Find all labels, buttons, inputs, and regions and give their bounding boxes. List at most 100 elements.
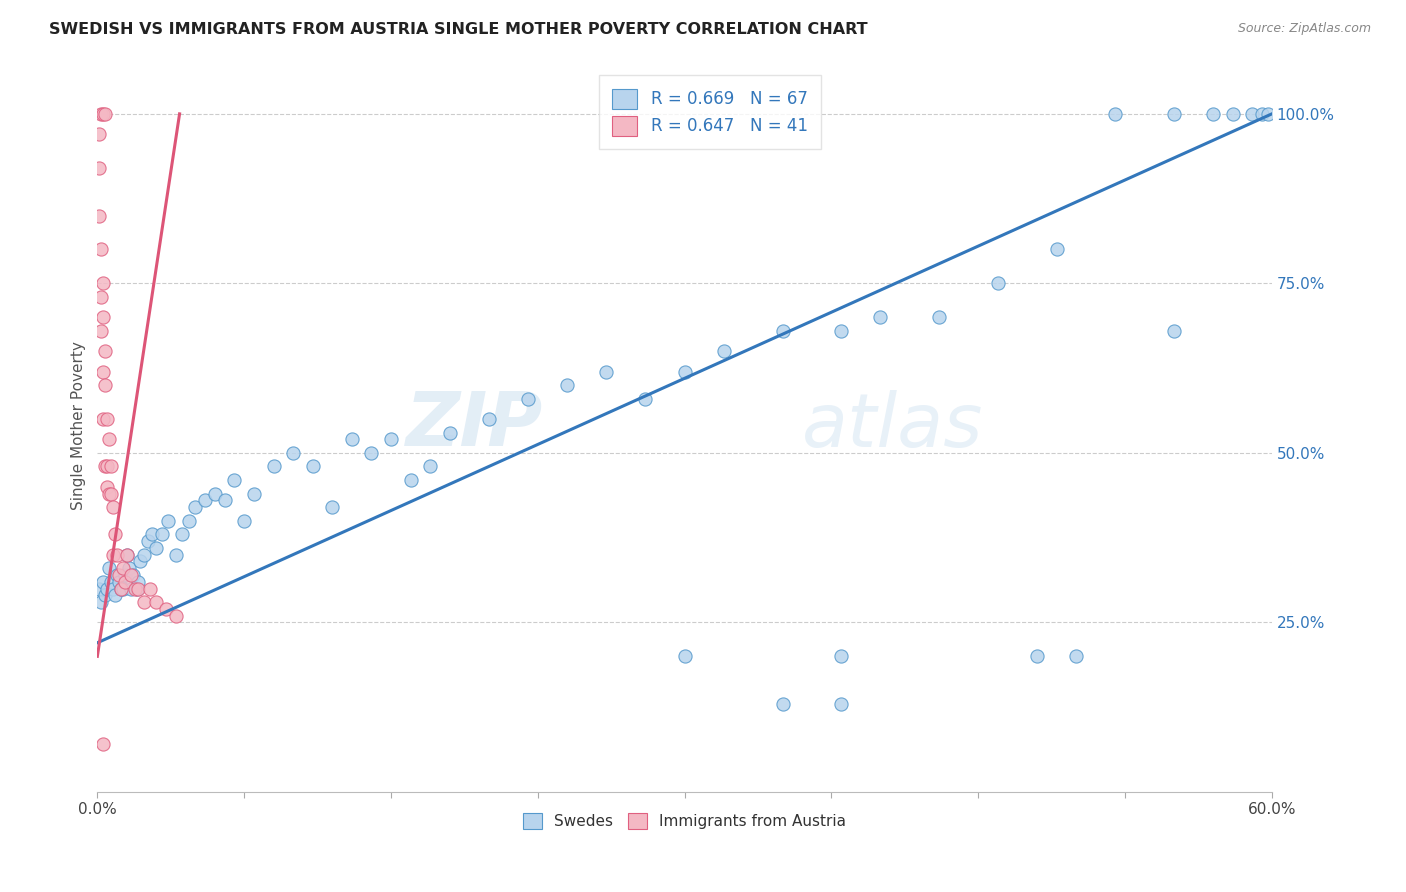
Point (673, 649, 696, 664)
Point (869, 310, 891, 325)
Point (100, 486, 122, 500)
Point (165, 608, 187, 623)
Point (108, 568, 131, 582)
Point (100, 459, 122, 474)
Point (98, 486, 121, 500)
Point (1163, 324, 1185, 338)
Point (104, 588, 127, 602)
Point (1026, 649, 1049, 664)
Point (90, 324, 112, 338)
Point (91, 310, 114, 325)
Point (115, 548, 138, 562)
Point (101, 548, 124, 562)
Point (184, 500, 207, 515)
Point (1104, 107, 1126, 121)
Point (281, 446, 304, 460)
Point (301, 459, 323, 474)
Point (129, 554, 152, 568)
Point (98, 561, 121, 575)
Point (94, 344, 117, 359)
Legend: Swedes, Immigrants from Austria: Swedes, Immigrants from Austria (517, 807, 852, 836)
Point (1241, 107, 1264, 121)
Text: atlas: atlas (801, 390, 983, 462)
Point (111, 582, 134, 596)
Point (830, 697, 852, 711)
Point (101, 500, 124, 515)
Point (127, 582, 149, 596)
Point (224, 473, 246, 487)
Point (134, 595, 156, 609)
Point (155, 602, 177, 616)
Point (136, 534, 159, 549)
Point (517, 392, 540, 406)
Point (124, 582, 146, 596)
Point (713, 344, 735, 359)
Point (121, 568, 143, 582)
Point (89, 127, 111, 141)
Point (91, 107, 114, 121)
Point (1202, 107, 1225, 121)
Point (478, 412, 501, 426)
Point (340, 433, 363, 447)
Point (125, 582, 148, 596)
Point (555, 378, 578, 392)
Point (1045, 243, 1067, 257)
Point (96, 582, 118, 596)
Point (104, 527, 127, 541)
Point (91, 738, 114, 752)
Point (114, 568, 136, 582)
Point (94, 459, 117, 474)
Point (360, 446, 382, 460)
Point (380, 433, 402, 447)
Point (90, 290, 112, 304)
Point (321, 500, 343, 515)
Point (89, 582, 111, 596)
Point (90, 243, 112, 257)
Point (634, 392, 657, 406)
Point (100, 574, 122, 589)
Point (89, 161, 111, 175)
Point (263, 459, 285, 474)
Point (194, 493, 217, 508)
Point (114, 574, 136, 589)
Text: Source: ZipAtlas.com: Source: ZipAtlas.com (1237, 22, 1371, 36)
Point (134, 548, 156, 562)
Point (101, 582, 124, 596)
Point (91, 574, 114, 589)
Point (772, 697, 794, 711)
Point (243, 486, 266, 500)
Point (214, 493, 236, 508)
Point (595, 365, 617, 379)
Point (987, 277, 1010, 291)
Point (145, 595, 167, 609)
Point (115, 548, 138, 562)
Point (145, 541, 167, 555)
Point (1222, 107, 1244, 121)
Point (830, 649, 852, 664)
Point (105, 548, 128, 562)
Point (1257, 107, 1279, 121)
Point (91, 412, 114, 426)
Point (419, 459, 441, 474)
Text: SWEDISH VS IMMIGRANTS FROM AUSTRIA SINGLE MOTHER POVERTY CORRELATION CHART: SWEDISH VS IMMIGRANTS FROM AUSTRIA SINGL… (49, 22, 868, 37)
Point (139, 582, 162, 596)
Point (928, 310, 950, 325)
Point (165, 548, 187, 562)
Point (105, 568, 128, 582)
Text: ZIP: ZIP (406, 389, 544, 462)
Point (204, 486, 226, 500)
Point (141, 527, 163, 541)
Point (96, 459, 118, 474)
Point (91, 277, 114, 291)
Point (120, 582, 142, 596)
Point (94, 588, 117, 602)
Point (156, 514, 179, 528)
Point (98, 433, 121, 447)
Point (673, 365, 696, 379)
Point (90, 107, 112, 121)
Point (1251, 107, 1274, 121)
Y-axis label: Single Mother Poverty: Single Mother Poverty (72, 342, 86, 510)
Point (439, 425, 461, 440)
Point (90, 595, 112, 609)
Point (94, 378, 117, 392)
